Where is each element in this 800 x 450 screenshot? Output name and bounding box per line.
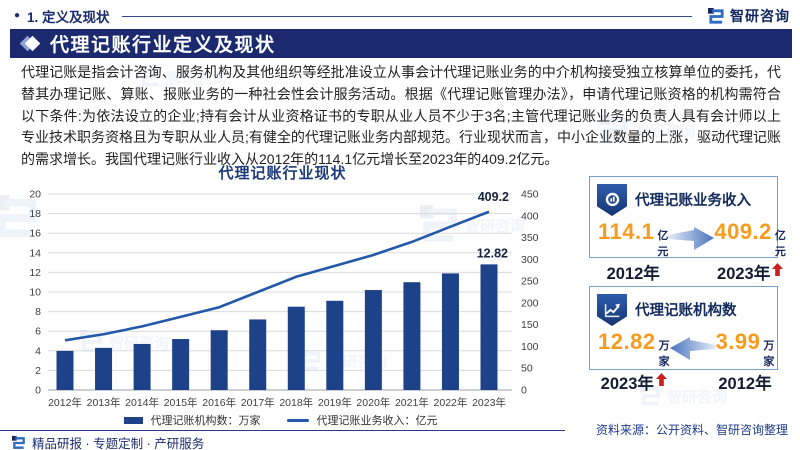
right-arrow-icon	[668, 227, 715, 256]
svg-text:18: 18	[29, 208, 41, 220]
svg-text:0: 0	[521, 385, 527, 397]
up-trend-icon	[772, 263, 784, 281]
title-banner: 代理记账行业定义及现状	[10, 29, 792, 58]
stat-2023: 409.2 亿元 2023年	[714, 219, 786, 284]
svg-text:2013年: 2013年	[87, 396, 121, 409]
svg-text:100: 100	[521, 341, 539, 353]
svg-text:10: 10	[29, 287, 41, 299]
svg-text:250: 250	[521, 276, 539, 288]
agency-count-stat-card: 代理记账机构数 12.82 万家 2023年	[589, 286, 778, 393]
svg-text:20: 20	[29, 189, 41, 201]
stat-2012: 3.99 万家 2012年	[716, 329, 775, 394]
legend-line-swatch-icon	[286, 418, 309, 422]
industry-combo-chart: 0246810121416182005010015020025030035040…	[29, 189, 539, 410]
brand-logo: 智研咨询	[708, 6, 790, 26]
shield-pie-chart-icon	[597, 184, 627, 216]
footer-tagline-text: 精品研报 · 专题定制 · 产研服务	[32, 437, 205, 450]
left-arrow-icon	[669, 337, 716, 366]
svg-text:400: 400	[521, 210, 539, 222]
up-trend-icon	[655, 373, 667, 391]
svg-text:12: 12	[29, 267, 41, 279]
stat-year: 2023年	[600, 375, 654, 393]
svg-text:50: 50	[521, 363, 533, 375]
footer-divider	[0, 430, 565, 431]
footer-tagline: 精品研报 · 专题定制 · 产研服务	[12, 433, 204, 450]
legend-bar-label: 代理记账机构数：万家	[150, 415, 261, 427]
svg-text:2015年: 2015年	[164, 396, 198, 409]
stat-unit: 亿元	[657, 230, 669, 258]
chart-legend: 代理记账机构数：万家 代理记账业务收入：亿元	[8, 412, 553, 428]
stat-unit: 万家	[658, 340, 670, 368]
stat-year: 2012年	[718, 375, 772, 393]
svg-text:0: 0	[35, 385, 41, 397]
stat-value: 409.2	[714, 219, 772, 244]
svg-text:16: 16	[29, 228, 41, 240]
svg-text:2023年: 2023年	[472, 396, 506, 409]
page-header: ● 1. 定义及现状 智研咨询	[14, 7, 790, 25]
svg-text:2020年: 2020年	[356, 396, 390, 409]
svg-text:12.82: 12.82	[477, 246, 508, 260]
data-source: 资料来源：公开资料、智研咨询整理	[595, 423, 788, 437]
svg-text:2014年: 2014年	[125, 396, 159, 409]
svg-text:200: 200	[521, 297, 539, 309]
revenue-stat-card: 代理记账业务收入 114.1 亿元 2012年	[589, 176, 786, 283]
svg-text:2021年: 2021年	[395, 396, 429, 409]
card-title: 代理记账业务收入	[635, 193, 751, 209]
brand-logo-text: 智研咨询	[730, 8, 790, 24]
svg-text:409.2: 409.2	[478, 190, 509, 204]
intro-paragraph: 代理记账是指会计咨询、服务机构及其他组织等经批准设立从事会计代理记账业务的中介机…	[21, 64, 781, 168]
shield-line-chart-icon	[597, 294, 627, 326]
chart-title: 代理记账行业现状	[218, 165, 347, 182]
svg-text:8: 8	[35, 306, 41, 318]
legend-bar-swatch-icon	[123, 416, 143, 424]
svg-text:4: 4	[35, 345, 41, 357]
card-title: 代理记账机构数	[635, 303, 737, 319]
stat-2012: 114.1 亿元 2012年	[598, 219, 668, 284]
svg-text:2018年: 2018年	[279, 396, 313, 409]
stat-value: 3.99	[715, 329, 761, 354]
svg-text:2: 2	[35, 365, 41, 377]
stat-2023: 12.82 万家 2023年	[598, 329, 670, 394]
svg-text:2012年: 2012年	[48, 396, 82, 409]
header-divider	[121, 15, 692, 17]
section-label: 1. 定义及现状	[27, 10, 110, 25]
stat-year: 2012年	[606, 265, 660, 283]
svg-text:6: 6	[35, 326, 41, 338]
svg-text:2019年: 2019年	[318, 396, 352, 409]
svg-text:450: 450	[521, 189, 539, 201]
brand-logo-icon	[12, 435, 25, 449]
svg-text:2017年: 2017年	[241, 396, 275, 409]
card-body: 12.82 万家 2023年	[598, 329, 775, 394]
stat-unit: 亿元	[774, 230, 786, 258]
bullet-icon: ●	[14, 10, 21, 21]
stat-unit: 万家	[763, 340, 775, 368]
page-title: 代理记账行业定义及现状	[50, 35, 276, 56]
stat-value: 114.1	[598, 219, 655, 244]
legend-line-label: 代理记账业务收入：亿元	[316, 415, 438, 427]
svg-text:150: 150	[521, 319, 539, 331]
svg-text:300: 300	[521, 254, 539, 266]
stat-year: 2023年	[717, 265, 771, 283]
card-body: 114.1 亿元 2012年	[598, 219, 786, 284]
svg-text:350: 350	[521, 232, 539, 244]
brand-logo-icon	[708, 7, 724, 24]
svg-text:2016年: 2016年	[202, 396, 236, 409]
svg-text:2022年: 2022年	[434, 396, 468, 409]
stat-value: 12.82	[598, 329, 656, 354]
svg-text:14: 14	[29, 247, 41, 259]
